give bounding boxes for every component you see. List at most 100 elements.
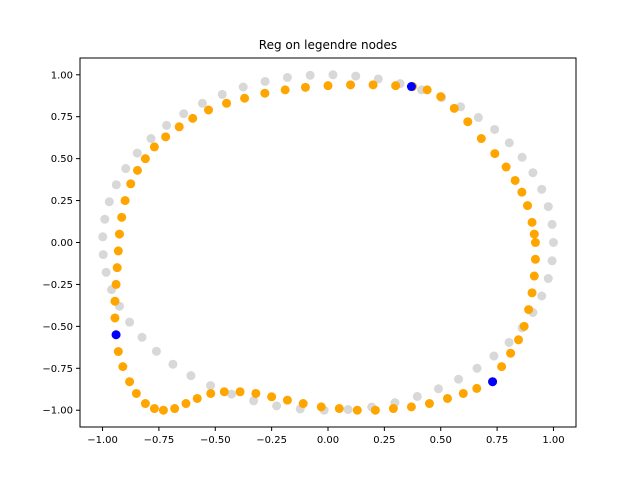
series-1-point-39 (110, 296, 120, 306)
x-tick-label: 0.50 (430, 435, 452, 446)
series-1-point-11 (458, 388, 468, 398)
series-1-point-25 (219, 387, 229, 397)
series-1-point-51 (174, 122, 184, 132)
series-0-point-27 (111, 180, 121, 190)
series-1-point-2 (529, 271, 539, 281)
series-1-point-62 (391, 81, 401, 91)
series-1-point-42 (113, 246, 123, 256)
y-tick-label: −1.00 (42, 406, 73, 417)
series-0-point-53 (489, 351, 499, 361)
series-0-point-51 (454, 374, 464, 384)
series-1-point-61 (368, 80, 378, 90)
y-tick-label: 1.00 (51, 70, 73, 81)
series-1-point-45 (120, 196, 130, 206)
series-1-point-41 (112, 263, 122, 273)
series-1-point-34 (125, 377, 135, 387)
series-0-point-2 (543, 202, 553, 212)
series-0-point-8 (473, 113, 483, 123)
series-0-point-13 (373, 74, 383, 84)
series-1-point-14 (406, 402, 416, 412)
series-0-point-4 (528, 168, 538, 178)
series-1-point-29 (170, 404, 180, 414)
x-axis: −1.00 −0.75 −0.50 −0.25 0.00 0.25 0.50 0.75 1.00 (87, 427, 565, 446)
series-1-point-16 (370, 405, 380, 415)
series-1-point-66 (449, 103, 459, 113)
series-0-point-30 (98, 232, 108, 242)
series-0-point-49 (412, 391, 422, 401)
series-1-point-27 (192, 393, 202, 403)
series-0-point-36 (137, 332, 147, 342)
series-1-point-35 (118, 362, 128, 372)
series-1-point-12 (442, 393, 452, 403)
series-1-point-13 (424, 399, 434, 409)
series-0-point-54 (504, 337, 514, 347)
series-1-point-32 (140, 399, 150, 409)
series-1-point-10 (472, 383, 482, 393)
series-1-point-18 (334, 404, 344, 414)
series-0-point-50 (433, 384, 443, 394)
series-1-point-46 (126, 179, 136, 189)
series-0-point-57 (537, 291, 547, 301)
series-1-point-47 (132, 165, 142, 175)
series-0-point-39 (186, 371, 196, 381)
series-0-point-25 (132, 148, 142, 158)
series-0-point-20 (217, 89, 227, 99)
series-0-point-59 (547, 256, 557, 266)
series-0-point-24 (146, 134, 156, 144)
series-0-point-23 (162, 120, 172, 130)
series-1-point-50 (161, 132, 171, 142)
series-0-point-38 (168, 359, 178, 369)
series-1-point-36 (113, 347, 123, 357)
series-0-point-58 (543, 274, 553, 284)
series-1-point-75 (529, 229, 539, 239)
series-1-point-43 (114, 229, 124, 239)
series-0-point-46 (343, 405, 353, 415)
series-0-point-15 (328, 70, 338, 80)
series-0-point-18 (260, 76, 270, 86)
series-1-point-44 (117, 212, 127, 222)
series-2-point-1 (111, 330, 121, 340)
y-axis: −1.00 −0.75 −0.50 −0.25 0.00 0.25 0.50 0.75 1.00 (42, 70, 80, 417)
series-1-point-28 (181, 399, 191, 409)
y-tick-label: −0.75 (42, 364, 73, 375)
y-tick-label: −0.25 (42, 280, 73, 291)
series-2-point-0 (406, 82, 416, 92)
series-0-point-0 (548, 238, 558, 247)
x-tick-label: 0.75 (486, 435, 508, 446)
series-1-point-3 (527, 288, 537, 298)
series-1-point-19 (316, 402, 326, 412)
series-1-point-23 (251, 388, 261, 398)
series-1-point-40 (111, 279, 121, 289)
series-1-point-65 (436, 92, 446, 102)
chart-title: Reg on legendre nodes (259, 38, 397, 52)
x-tick-label: −1.00 (87, 435, 118, 446)
series-0-point-43 (272, 401, 282, 411)
series-1-point-74 (527, 217, 537, 227)
series-1-point-5 (519, 321, 529, 331)
series-0-point-26 (121, 164, 131, 174)
series-1-point-53 (204, 105, 214, 115)
series-1-point-20 (298, 399, 308, 409)
series-1-point-70 (501, 162, 511, 172)
series-1-point-59 (323, 81, 333, 91)
series-0-point-22 (179, 109, 189, 119)
series-0-point-29 (100, 214, 110, 224)
series-1-point-0 (530, 238, 540, 247)
series-1-point-22 (267, 392, 277, 402)
plot-frame (79, 57, 577, 428)
series-0-point-5 (517, 152, 527, 162)
series-1-point-33 (131, 388, 141, 398)
y-tick-label: 0.75 (51, 112, 73, 123)
series-0-point-17 (282, 72, 292, 82)
series-1-point-48 (140, 154, 150, 164)
series-1-point-31 (149, 404, 159, 414)
series-0-point-35 (125, 317, 135, 327)
markers-layer (98, 70, 558, 415)
x-tick-label: −0.75 (144, 435, 175, 446)
series-1-point-6 (514, 335, 524, 345)
y-tick-label: 0.00 (51, 238, 73, 249)
series-1-point-49 (149, 142, 159, 152)
series-0-point-42 (249, 396, 259, 406)
